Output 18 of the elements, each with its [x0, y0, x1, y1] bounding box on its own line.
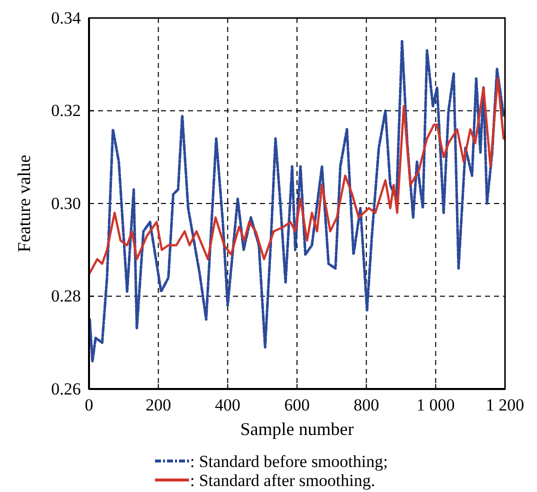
y-tick-label: 0.30	[51, 194, 81, 213]
legend-label: : Standard after smoothing.	[190, 471, 376, 490]
x-tick-label: 400	[214, 396, 240, 415]
y-tick-label: 0.28	[51, 286, 81, 306]
x-tick-label: 1 000	[416, 396, 455, 415]
y-tick-label: 0.32	[51, 101, 81, 120]
line-series	[88, 77, 505, 274]
x-tick-label: 0	[84, 396, 94, 415]
x-tick-label: 800	[354, 396, 380, 415]
x-axis-title: Sample number	[240, 419, 354, 439]
legend-label: : Standard before smoothing;	[190, 452, 388, 471]
y-tick-label: 0.26	[51, 379, 81, 398]
x-tick-label: 200	[146, 396, 172, 415]
y-axis-title: Feature value	[14, 154, 34, 252]
y-tick-label: 0.34	[51, 8, 82, 28]
x-tick-label: 600	[284, 396, 310, 415]
x-tick-label: 1 200	[486, 396, 524, 415]
line-series	[88, 40, 505, 362]
